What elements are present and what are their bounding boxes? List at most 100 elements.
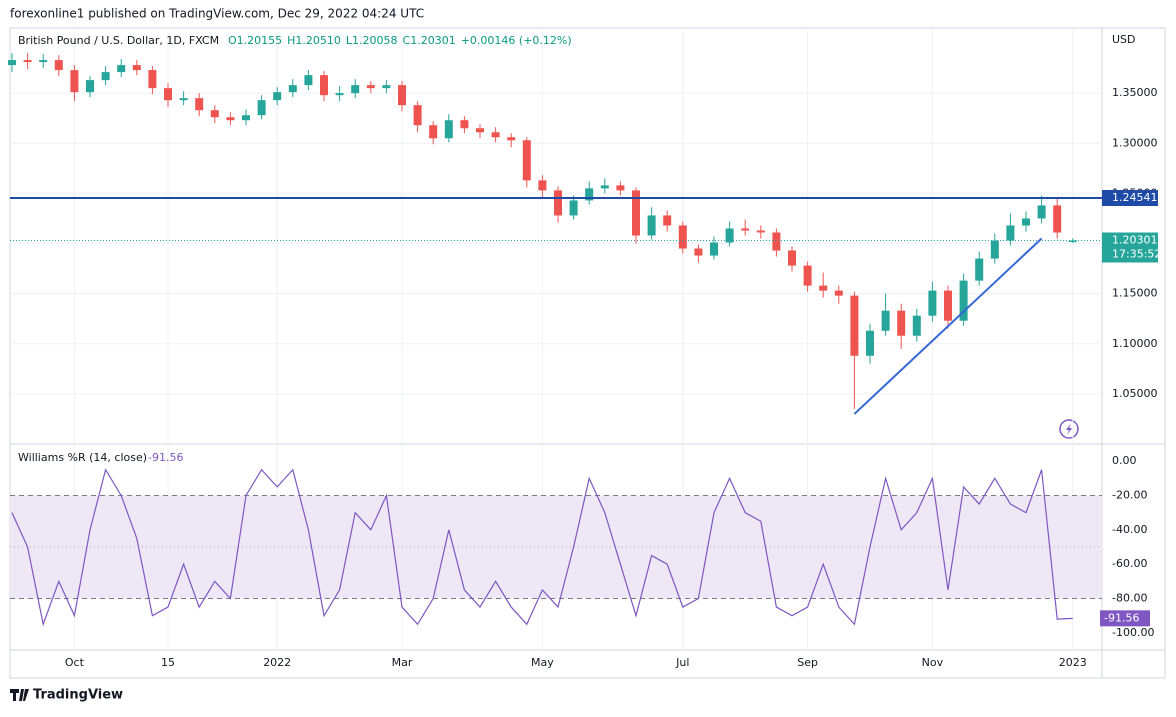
x-tick-label: 2022 [263,656,291,669]
candle-body [117,65,126,73]
candle-body [585,188,594,201]
candle-body [538,180,547,191]
candle-body [710,242,718,256]
price-label: 1.24541 [1112,191,1158,204]
candle-body [1022,218,1030,226]
candle-body [148,70,157,89]
candle-body [179,98,188,101]
candle-body [522,140,531,181]
x-tick-label: May [531,656,554,669]
candle-body [413,105,422,126]
candle-body [273,92,282,101]
indicator-line [11,468,1073,627]
candle-body [429,125,438,139]
candle-body [912,315,921,336]
candle-body [335,93,344,96]
trend-line [853,237,1043,415]
candle-body [694,248,703,256]
y-tick-label: -20.00 [1112,489,1147,502]
candle-body [928,290,937,316]
indicator-title: Williams %R (14, close) [18,451,147,464]
candle-body [460,120,469,129]
candle-body [507,137,516,141]
currency-label: USD [1112,33,1136,46]
y-tick-label: -40.00 [1112,523,1147,536]
legend-title: British Pound / U.S. Dollar, 1D, FXCM [18,34,219,47]
candle-body [491,132,500,138]
candle-body [944,290,952,321]
candle-body [257,100,266,116]
candle-body [975,258,984,281]
candle-body [288,85,297,93]
candle-body [132,65,141,71]
candle-body [866,330,874,356]
publish-info: forexonline1 published on TradingView.co… [10,7,424,21]
candle-body [663,215,672,226]
candle-body [164,88,172,101]
candle-body [632,190,640,236]
indicator-value: -91.56 [148,451,183,464]
candle-body [678,225,687,249]
x-tick-label: Jul [675,656,689,669]
candle-body [834,290,843,296]
price-label-bg [1102,189,1158,206]
y-tick-label: 1.15000 [1112,287,1158,300]
candle-body [850,295,859,356]
candle-body [304,75,313,86]
candle-body [351,85,360,94]
x-tick-label: Nov [922,656,944,669]
candle-body [600,185,609,189]
candle-body [1037,205,1046,219]
candle-body [647,215,656,236]
y-tick-label: -100.00 [1112,626,1154,639]
legend-value: +0.00146 (+0.12%) [461,34,572,47]
candle-body [772,232,781,251]
band [10,495,1102,599]
candle-body [101,72,110,81]
alert-icon[interactable] [1059,419,1079,439]
candle-body [398,85,406,106]
candle-body [788,250,796,266]
candle-body [554,190,562,216]
x-tick-label: 2023 [1059,656,1087,669]
y-tick-label: 1.10000 [1112,337,1158,350]
legend-value: O1.20155 [228,34,282,47]
candle-body [70,70,79,93]
last-value-bg [1100,610,1150,627]
candle-body [1006,225,1015,241]
candle-body [569,200,578,216]
candle-body [320,75,328,96]
candle-body [86,80,94,93]
y-tick-label: -80.00 [1112,592,1147,605]
frame [9,27,1166,679]
x-tick-label: 15 [161,656,175,669]
candle-body [382,85,391,89]
candle-body [226,117,235,121]
legend-value: C1.20301 [403,34,456,47]
candle-body [897,310,906,336]
candle-body [819,285,828,291]
candle-body [725,228,734,243]
y-tick-label: 0.00 [1112,454,1137,467]
candle-body [210,110,219,118]
countdown: 17:35:52 [1112,248,1161,261]
candle-body [476,128,484,133]
y-tick-label: 1.30000 [1112,136,1158,149]
x-tick-label: Oct [65,656,85,669]
x-tick-label: Mar [392,656,413,669]
candle-body [39,60,48,63]
candle-body [1053,205,1062,233]
legend-value: L1.20058 [346,34,398,47]
candle-body [366,85,375,89]
last-price-label: 1.20301 [1112,234,1158,247]
candle-body [195,98,204,111]
candle-body [1068,240,1077,242]
candle-body [803,265,812,286]
candle-body [959,280,968,321]
last-value: -91.56 [1104,611,1139,624]
candle-body [741,228,750,231]
tv-logo [10,689,29,701]
candle-body [444,120,453,139]
candle-body [23,60,32,63]
